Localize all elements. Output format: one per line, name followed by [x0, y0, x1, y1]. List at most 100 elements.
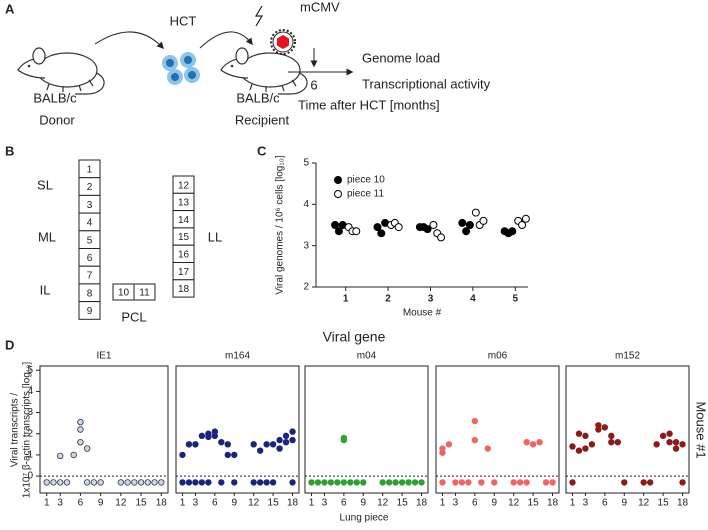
data-point [439, 445, 446, 452]
lung-piece-label: 8 [87, 288, 93, 299]
data-point [405, 479, 412, 486]
data-point [70, 451, 77, 459]
x-tick-label: 6 [602, 498, 608, 509]
y-tick-label: 2 [27, 428, 33, 439]
data-point [452, 479, 459, 486]
panel-heading: Viral gene [323, 329, 386, 345]
panel-label: A [5, 1, 15, 16]
x-tick-label: 12 [248, 498, 260, 509]
data-point [523, 439, 530, 446]
data-point [198, 479, 206, 486]
data-point [340, 479, 348, 486]
data-point [360, 479, 367, 486]
data-point [340, 436, 348, 444]
x-tick-label: 3 [193, 498, 199, 509]
data-point [377, 229, 386, 238]
data-point [334, 479, 341, 486]
data-point [289, 428, 296, 435]
data-point [439, 479, 446, 486]
y-tick-label: 2 [303, 282, 309, 293]
data-point [276, 436, 283, 444]
data-point [224, 441, 231, 448]
x-tick-label: 15 [658, 498, 670, 509]
y-axis-label: Viral genomes / 10⁶ cells [log₁₀] [275, 155, 286, 295]
side-label: Mouse #1 [694, 401, 708, 458]
lung-piece-label: 17 [178, 267, 190, 278]
data-point [231, 479, 238, 486]
data-point [289, 479, 296, 486]
x-axis-label: Mouse # [403, 308, 442, 319]
data-point [542, 479, 550, 486]
data-point [575, 447, 583, 454]
data-point [523, 479, 530, 486]
time-axis-label: Time after HCT [months] [298, 97, 440, 112]
data-point [471, 436, 479, 444]
data-point [666, 439, 673, 446]
data-point [646, 479, 654, 486]
lung-piece-label: 2 [87, 182, 93, 193]
data-point [411, 479, 419, 486]
x-tick-label: 12 [115, 498, 127, 509]
x-tick-label: 1 [309, 498, 315, 509]
timepoint-label: 6 [310, 77, 317, 92]
data-point [418, 479, 425, 486]
data-point [575, 430, 583, 437]
x-tick-label: 9 [231, 498, 237, 509]
lung-piece-label: 10 [118, 288, 130, 299]
data-point [458, 479, 466, 486]
y-axis-label: Viral transcripts / [10, 393, 21, 468]
data-point [77, 418, 84, 426]
data-point [124, 479, 131, 486]
data-point [653, 441, 660, 448]
region-label: ML [38, 229, 56, 244]
lung-piece-label: 12 [178, 180, 190, 191]
data-point [392, 479, 399, 486]
data-point [63, 479, 71, 486]
data-point [43, 479, 50, 486]
infection-bolt [254, 5, 264, 27]
donor-mouse [17, 47, 105, 95]
lung-piece-label: 11 [139, 288, 150, 299]
data-point [353, 479, 360, 486]
data-point [256, 479, 264, 486]
data-point [373, 223, 382, 232]
virus [270, 29, 296, 55]
data-point [90, 479, 98, 486]
data-point [192, 479, 199, 486]
region-label: LL [208, 229, 222, 244]
data-point [608, 432, 615, 440]
data-point [679, 479, 686, 486]
x-tick-label: 4 [470, 294, 476, 305]
x-tick-label: 18 [677, 498, 689, 509]
data-point [510, 479, 517, 486]
plot-frame [175, 365, 300, 494]
y-tick-label: 4 [27, 386, 33, 397]
x-tick-label: 3 [428, 294, 434, 305]
data-point [205, 430, 212, 437]
data-point [289, 436, 296, 444]
x-tick-label: 9 [491, 498, 497, 509]
data-point [250, 441, 257, 448]
x-tick-label: 3 [322, 498, 328, 509]
plot-frame [39, 365, 169, 494]
recipient-label: Recipient [235, 112, 290, 127]
data-point [478, 479, 485, 486]
x-tick-label: 15 [268, 498, 280, 509]
x-tick-label: 1 [343, 294, 349, 305]
data-point [263, 441, 270, 448]
region-label: PCL [121, 309, 146, 324]
data-point [347, 479, 354, 486]
panel-label: B [5, 143, 14, 158]
data-point [314, 479, 322, 486]
x-tick-label: 12 [638, 498, 650, 509]
data-point [666, 430, 673, 437]
x-tick-label: 9 [98, 498, 104, 509]
x-tick-label: 6 [212, 498, 218, 509]
y-tick-label: 4 [303, 199, 309, 210]
data-point [308, 479, 315, 486]
data-point [158, 479, 165, 486]
data-point [321, 479, 328, 486]
data-point [137, 479, 145, 486]
data-point [77, 426, 84, 433]
data-point [471, 208, 480, 217]
